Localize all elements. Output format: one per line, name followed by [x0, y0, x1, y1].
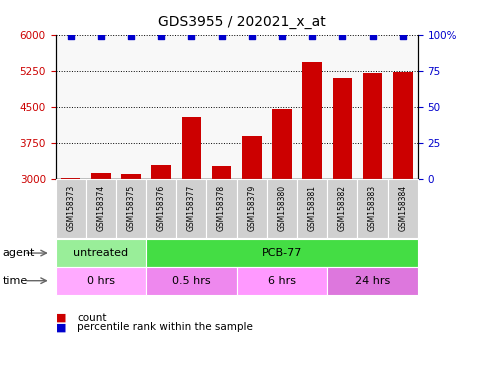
Text: count: count — [77, 313, 107, 323]
Bar — [182, 117, 201, 179]
Bar — [272, 109, 292, 179]
Text: GSM158379: GSM158379 — [247, 185, 256, 232]
Bar — [332, 78, 352, 179]
Text: GSM158378: GSM158378 — [217, 185, 226, 232]
Bar — [393, 71, 412, 179]
Point — [369, 33, 376, 39]
Text: GSM158382: GSM158382 — [338, 185, 347, 231]
Text: GDS3955 / 202021_x_at: GDS3955 / 202021_x_at — [157, 15, 326, 29]
Point — [218, 33, 226, 39]
Bar — [91, 173, 111, 179]
Point — [187, 33, 195, 39]
Point — [127, 33, 135, 39]
Text: percentile rank within the sample: percentile rank within the sample — [77, 322, 253, 332]
Text: 6 hrs: 6 hrs — [268, 276, 296, 286]
Bar — [121, 174, 141, 179]
Point — [308, 33, 316, 39]
Bar — [61, 178, 81, 179]
Text: 0 hrs: 0 hrs — [87, 276, 115, 286]
Bar — [212, 166, 231, 179]
Point — [97, 33, 105, 39]
Text: 0.5 hrs: 0.5 hrs — [172, 276, 211, 286]
Point — [248, 33, 256, 39]
Text: untreated: untreated — [73, 248, 128, 258]
Text: GSM158377: GSM158377 — [187, 185, 196, 232]
Bar — [242, 136, 262, 179]
Text: agent: agent — [2, 248, 35, 258]
Point — [157, 33, 165, 39]
Text: GSM158383: GSM158383 — [368, 185, 377, 232]
Bar — [151, 165, 171, 179]
Text: GSM158373: GSM158373 — [66, 185, 75, 232]
Text: GSM158375: GSM158375 — [127, 185, 136, 232]
Bar — [302, 63, 322, 179]
Point — [278, 33, 286, 39]
Bar — [363, 73, 383, 179]
Text: GSM158381: GSM158381 — [308, 185, 317, 231]
Text: PCB-77: PCB-77 — [262, 248, 302, 258]
Text: GSM158374: GSM158374 — [96, 185, 105, 232]
Text: time: time — [2, 276, 28, 286]
Point — [339, 33, 346, 39]
Point — [399, 33, 407, 39]
Text: GSM158384: GSM158384 — [398, 185, 407, 232]
Text: ■: ■ — [56, 322, 66, 332]
Text: 24 hrs: 24 hrs — [355, 276, 390, 286]
Text: GSM158376: GSM158376 — [156, 185, 166, 232]
Point — [67, 33, 74, 39]
Text: ■: ■ — [56, 313, 66, 323]
Text: GSM158380: GSM158380 — [277, 185, 286, 232]
